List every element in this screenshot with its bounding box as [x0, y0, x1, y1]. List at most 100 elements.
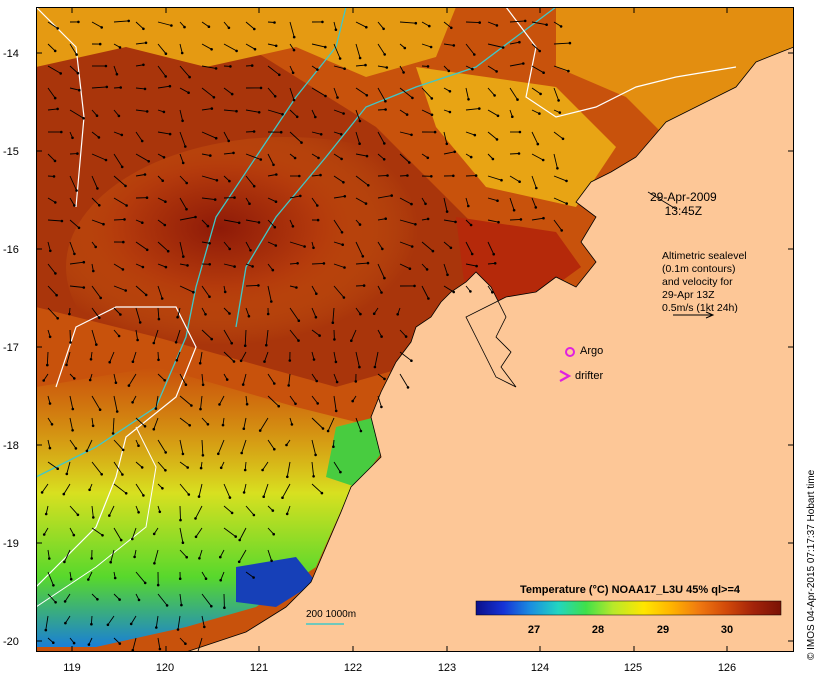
velocity-arrow — [311, 174, 321, 177]
velocity-arrowhead — [42, 533, 46, 536]
velocity-arrowhead — [556, 167, 559, 170]
velocity-arrowhead — [82, 286, 86, 289]
velocity-arrowhead — [518, 130, 522, 134]
velocity-arrowhead — [390, 194, 394, 197]
velocity-arrow — [179, 439, 184, 454]
velocity-arrowhead — [221, 423, 225, 427]
velocity-arrowhead — [120, 165, 124, 169]
velocity-arrow — [132, 637, 137, 651]
velocity-arrow — [245, 131, 255, 133]
velocity-arrowhead — [322, 262, 326, 265]
velocity-arrow — [531, 153, 544, 161]
velocity-arrowhead — [448, 90, 452, 93]
velocity-arrow — [201, 571, 207, 579]
x-tick-label: 121 — [249, 662, 269, 674]
velocity-arrowhead — [102, 222, 105, 226]
velocity-arrows — [40, 19, 572, 652]
velocity-arrowhead — [44, 512, 48, 516]
x-tick-label: 125 — [623, 662, 643, 674]
velocity-arrow — [262, 461, 269, 471]
velocity-arrowhead — [158, 647, 162, 651]
velocity-arrow — [240, 351, 247, 362]
velocity-arrowhead — [467, 204, 470, 208]
velocity-arrowhead — [137, 444, 140, 448]
velocity-arrow — [201, 108, 212, 111]
velocity-arrow — [63, 483, 71, 495]
velocity-arrowhead — [180, 51, 184, 55]
velocity-arrowhead — [517, 152, 521, 155]
velocity-arrowhead — [228, 247, 231, 251]
velocity-arrowhead — [198, 361, 202, 365]
velocity-arrowhead — [404, 335, 408, 338]
velocity-arrow — [333, 351, 337, 362]
velocity-arrow — [47, 439, 51, 449]
velocity-arrowhead — [117, 334, 121, 338]
velocity-arrowhead — [166, 249, 170, 253]
velocity-arrowhead — [332, 445, 335, 449]
x-tick-label: 122 — [343, 662, 363, 674]
velocity-arrowhead — [491, 157, 495, 161]
velocity-arrowhead — [176, 315, 179, 319]
velocity-arrowhead — [124, 184, 127, 188]
velocity-arrowhead — [40, 491, 44, 494]
velocity-arrow — [128, 373, 137, 386]
velocity-arrowhead — [240, 451, 243, 455]
velocity-arrowhead — [164, 52, 168, 55]
velocity-arrowhead — [181, 541, 185, 544]
velocity-arrowhead — [354, 380, 358, 383]
velocity-arrow — [465, 21, 480, 24]
velocity-arrow — [377, 373, 385, 380]
velocity-arrowhead — [560, 229, 563, 232]
velocity-arrowhead — [270, 300, 273, 303]
velocity-arrowhead — [181, 119, 184, 123]
velocity-arrowhead — [257, 284, 260, 287]
velocity-arrowhead — [115, 410, 119, 413]
velocity-arrowhead — [383, 142, 386, 145]
velocity-arrowhead — [430, 97, 434, 100]
velocity-arrowhead — [96, 187, 99, 190]
velocity-arrowhead — [53, 96, 57, 100]
velocity-arrow — [135, 417, 146, 427]
velocity-arrowhead — [372, 312, 376, 316]
velocity-arrowhead — [312, 358, 316, 361]
velocity-arrowhead — [333, 338, 336, 341]
velocity-arrowhead — [413, 284, 416, 288]
velocity-arrowhead — [100, 473, 103, 476]
image-timestamp: 29-Apr-2009 13:45Z — [650, 190, 717, 218]
velocity-arrowhead — [406, 386, 410, 389]
velocity-arrowhead — [147, 160, 150, 163]
velocity-arrowhead — [65, 363, 68, 367]
velocity-arrow — [223, 505, 233, 514]
velocity-arrowhead — [279, 130, 283, 134]
velocity-arrowhead — [250, 64, 254, 67]
velocity-arrowhead — [317, 156, 320, 160]
velocity-arrowhead — [212, 96, 216, 99]
velocity-arrowhead — [69, 577, 73, 581]
velocity-arrow — [198, 549, 203, 559]
velocity-arrowhead — [297, 339, 300, 342]
velocity-arrow — [443, 241, 452, 249]
velocity-arrowhead — [208, 295, 211, 299]
velocity-arrowhead — [492, 252, 496, 256]
velocity-arrow — [267, 219, 276, 228]
velocity-arrowhead — [143, 581, 147, 585]
velocity-arrowhead — [188, 75, 191, 79]
velocity-arrowhead — [90, 557, 93, 560]
velocity-arrow — [531, 21, 547, 26]
velocity-arrow — [157, 241, 169, 252]
velocity-arrow — [355, 241, 364, 257]
velocity-arrow — [87, 571, 93, 580]
velocity-arrowhead — [230, 511, 234, 515]
velocity-arrow — [153, 417, 159, 430]
velocity-arrowhead — [154, 407, 158, 410]
velocity-arrowhead — [142, 494, 145, 497]
velocity-arrow — [355, 87, 368, 96]
velocity-arrowhead — [194, 535, 198, 539]
velocity-arrowhead — [214, 136, 218, 140]
velocity-arrowhead — [414, 223, 417, 226]
velocity-arrow — [47, 108, 58, 111]
velocity-arrow — [421, 21, 430, 27]
velocity-arrow — [311, 373, 318, 382]
velocity-arrowhead — [141, 221, 144, 224]
velocity-arrowhead — [140, 139, 144, 143]
